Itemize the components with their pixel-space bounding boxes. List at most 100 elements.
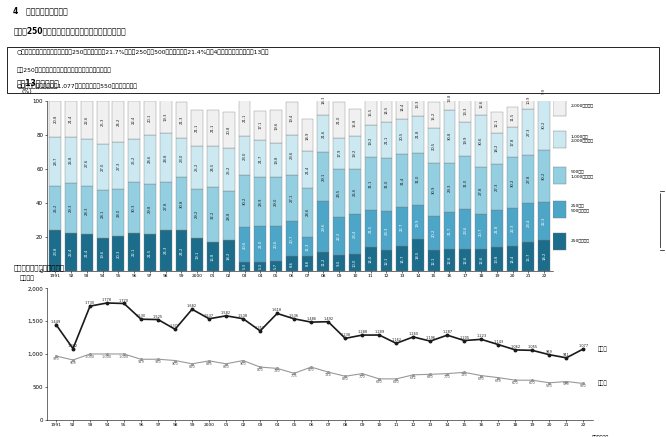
- Text: 30.6: 30.6: [479, 136, 483, 145]
- Text: 19.1: 19.1: [195, 250, 199, 259]
- Text: 29.8: 29.8: [148, 205, 152, 213]
- Text: 2,000万円以上: 2,000万円以上: [571, 104, 594, 108]
- Bar: [129, 182, 140, 233]
- Text: 27.3: 27.3: [117, 161, 121, 170]
- Bar: [365, 211, 376, 247]
- Text: 17.9: 17.9: [337, 149, 341, 157]
- Bar: [491, 112, 503, 133]
- Bar: [475, 114, 487, 167]
- Text: 1,077: 1,077: [578, 344, 589, 348]
- Text: 28.5: 28.5: [337, 189, 341, 197]
- Text: 28.3: 28.3: [85, 206, 89, 215]
- Bar: [302, 188, 314, 237]
- Bar: [49, 186, 61, 230]
- Text: 670: 670: [478, 377, 485, 381]
- Text: 27.8: 27.8: [164, 201, 168, 210]
- Bar: [507, 157, 519, 208]
- Text: 29.3: 29.3: [448, 184, 452, 192]
- Bar: [460, 156, 471, 209]
- Text: 29.0: 29.0: [274, 197, 278, 205]
- Text: 30.9: 30.9: [432, 185, 436, 194]
- Bar: [553, 99, 566, 116]
- Text: 1,538: 1,538: [238, 314, 248, 318]
- Text: 25.2: 25.2: [226, 165, 230, 173]
- Text: 1,486: 1,486: [306, 317, 316, 321]
- Bar: [491, 164, 503, 210]
- Text: 8.6: 8.6: [290, 260, 294, 267]
- Text: 中央値: 中央値: [598, 381, 608, 386]
- Bar: [223, 112, 234, 148]
- Text: 1,000: 1,000: [85, 355, 95, 359]
- Bar: [176, 177, 187, 230]
- Text: 31.1: 31.1: [369, 180, 373, 188]
- Bar: [176, 102, 187, 138]
- Text: 920: 920: [155, 360, 161, 364]
- Bar: [333, 217, 345, 255]
- Text: 12.1: 12.1: [432, 257, 436, 265]
- Text: 724: 724: [325, 373, 332, 377]
- Text: 23.6: 23.6: [290, 150, 294, 159]
- Bar: [396, 119, 408, 154]
- Text: 20.8: 20.8: [226, 126, 230, 134]
- Bar: [412, 115, 424, 153]
- Bar: [65, 183, 77, 233]
- Text: 682: 682: [410, 376, 417, 380]
- Text: 250万円未満: 250万円未満: [571, 238, 590, 242]
- Text: 13.3: 13.3: [464, 107, 468, 115]
- Bar: [538, 202, 550, 240]
- Text: 23.0: 23.0: [242, 152, 246, 160]
- Text: 800: 800: [257, 368, 264, 372]
- Text: 705: 705: [291, 374, 298, 378]
- Bar: [176, 230, 187, 271]
- Bar: [207, 146, 219, 187]
- Text: 1,449: 1,449: [51, 319, 61, 323]
- Bar: [475, 214, 487, 250]
- Bar: [349, 109, 361, 136]
- Bar: [97, 190, 109, 238]
- Bar: [475, 93, 487, 114]
- Bar: [444, 212, 456, 250]
- Text: 12.6: 12.6: [448, 256, 452, 264]
- Text: 850: 850: [222, 365, 230, 369]
- Bar: [144, 234, 156, 271]
- Text: 29.2: 29.2: [195, 209, 199, 218]
- Text: 29.1: 29.1: [322, 173, 326, 181]
- Text: 1,682: 1,682: [187, 304, 197, 308]
- Text: 500万～
1,000万円未満: 500万～ 1,000万円未満: [571, 170, 594, 178]
- Text: 690: 690: [427, 375, 434, 379]
- Bar: [491, 133, 503, 164]
- Bar: [333, 169, 345, 217]
- Bar: [522, 243, 534, 271]
- Text: 21.1: 21.1: [211, 124, 215, 132]
- Bar: [81, 139, 93, 186]
- Text: 22.7: 22.7: [400, 222, 404, 231]
- Bar: [396, 207, 408, 246]
- Bar: [318, 115, 329, 152]
- Text: 11.5: 11.5: [511, 113, 515, 121]
- Text: 16.7: 16.7: [526, 253, 530, 261]
- Bar: [97, 144, 109, 190]
- Text: 29.3: 29.3: [69, 204, 73, 212]
- Text: 25.2: 25.2: [195, 163, 199, 171]
- Text: 12.6: 12.6: [479, 100, 483, 108]
- Bar: [349, 214, 361, 254]
- Text: 23.4: 23.4: [526, 218, 530, 227]
- Text: 30.8: 30.8: [179, 199, 183, 208]
- Text: 1,352: 1,352: [255, 326, 265, 330]
- Text: 23.4: 23.4: [353, 230, 357, 238]
- Text: 1,530: 1,530: [136, 314, 146, 318]
- Bar: [365, 247, 376, 271]
- Bar: [365, 125, 376, 157]
- Bar: [254, 111, 266, 140]
- Bar: [318, 252, 329, 271]
- Bar: [553, 201, 566, 218]
- Bar: [522, 155, 534, 203]
- Text: 21.1: 21.1: [195, 124, 199, 132]
- Text: 19.2: 19.2: [353, 148, 357, 156]
- Bar: [412, 153, 424, 205]
- Text: 1,288: 1,288: [357, 330, 367, 334]
- Text: 21.5: 21.5: [148, 248, 152, 257]
- Bar: [238, 100, 250, 136]
- Text: 14.0: 14.0: [369, 255, 373, 263]
- Text: 14.4: 14.4: [511, 254, 515, 263]
